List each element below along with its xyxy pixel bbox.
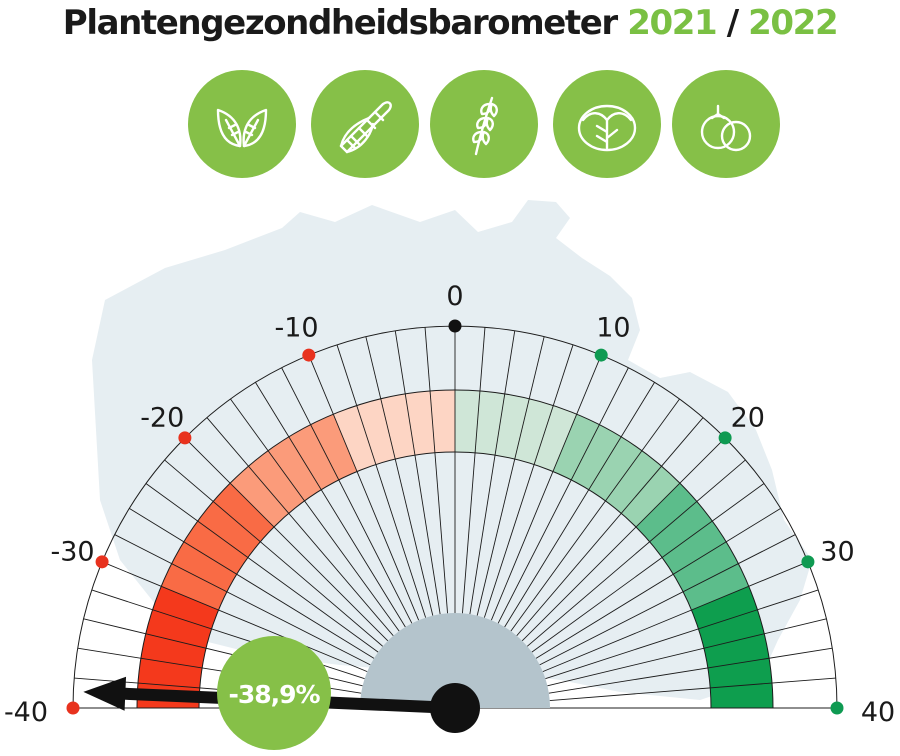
gauge-gridline (394, 330, 441, 615)
tick-dot (718, 431, 732, 445)
leaves-icon (188, 70, 296, 178)
tick-label: -40 (4, 697, 48, 728)
gauge-gridline (539, 534, 796, 666)
gauge-gridline (129, 508, 375, 659)
gauge-gridline (114, 534, 371, 666)
tick-dot (66, 701, 80, 715)
tick-dot (448, 319, 462, 333)
gauge-gridline (365, 336, 434, 616)
gauge-gridline (336, 344, 427, 618)
gauge-band-0 (137, 586, 219, 708)
gauge-gridline (483, 344, 574, 618)
gauge-arc-2 (198, 451, 712, 709)
corn-icon (311, 70, 419, 178)
cabbage-icon (553, 70, 661, 178)
value-bubble (217, 636, 331, 750)
gauge-gridline (206, 417, 394, 637)
crop-icons-row (0, 70, 900, 182)
gauge-gridline (308, 354, 420, 621)
gauge-needle-pivot (430, 683, 480, 733)
gauge-gridline (526, 459, 746, 647)
title-text: Plantengezondheidsbarometer (62, 3, 618, 43)
gauge-gridline (490, 354, 602, 621)
gauge-gridline (531, 483, 765, 653)
tick-dot (594, 348, 608, 362)
gauge-band-2 (230, 414, 358, 527)
gauge-gridline (424, 327, 448, 614)
tick-dot (95, 555, 109, 569)
tick-label: 20 (731, 402, 765, 433)
gauge-band-4 (455, 390, 577, 472)
gauge-gridline (516, 417, 704, 637)
tick-dot (302, 348, 316, 362)
wheat-icon (430, 70, 538, 178)
value-label: -38,9% (228, 680, 320, 709)
gauge-gridline (230, 398, 400, 632)
gauge-gridline (521, 437, 726, 642)
gauge-gridline (469, 330, 516, 615)
gauge-gridline (535, 508, 781, 659)
gauge-gridline (504, 382, 655, 628)
tick-label: 0 (446, 281, 463, 312)
tick-dot (801, 555, 815, 569)
gauge-gridline (255, 382, 406, 628)
page-title: Plantengezondheidsbarometer 2021 / 2022 (0, 0, 900, 50)
gauge-gridline (545, 589, 819, 680)
title-separator: / (726, 3, 739, 43)
gauge-band-1 (161, 483, 274, 611)
gauge-gridline (184, 437, 389, 642)
gauge-band-3 (333, 390, 455, 472)
tick-label: -10 (275, 313, 319, 344)
gauge-gridline (497, 367, 629, 624)
tick-dot (830, 701, 844, 715)
gauge-gridline (548, 647, 833, 694)
gauge-arc-1 (136, 389, 774, 709)
gauge-gridline (164, 459, 384, 647)
gauge-band-5 (552, 414, 680, 527)
gauge-band-7 (691, 586, 773, 708)
gauge-band-6 (636, 483, 749, 611)
tick-label: -30 (50, 537, 94, 568)
gauge-gridline (281, 367, 413, 624)
gauge-gridline (549, 677, 836, 701)
title-year-end: 2022 (748, 3, 838, 43)
gauge-hub (360, 613, 550, 708)
gauge-gridline (476, 336, 545, 616)
tick-label: 40 (861, 697, 895, 728)
gauge-gridline (462, 327, 486, 614)
gauge-gridline (101, 561, 368, 673)
tick-label: 10 (596, 313, 630, 344)
gauge-gridline (145, 483, 379, 653)
gauge-gridline (547, 618, 827, 687)
tick-label: -20 (140, 402, 184, 433)
title-year-start: 2021 (627, 3, 717, 43)
tomato-icon (672, 70, 780, 178)
tick-dot (178, 431, 192, 445)
gauge-gridline (510, 398, 680, 632)
tick-label: 30 (820, 537, 854, 568)
gauge-gridline (542, 561, 809, 673)
